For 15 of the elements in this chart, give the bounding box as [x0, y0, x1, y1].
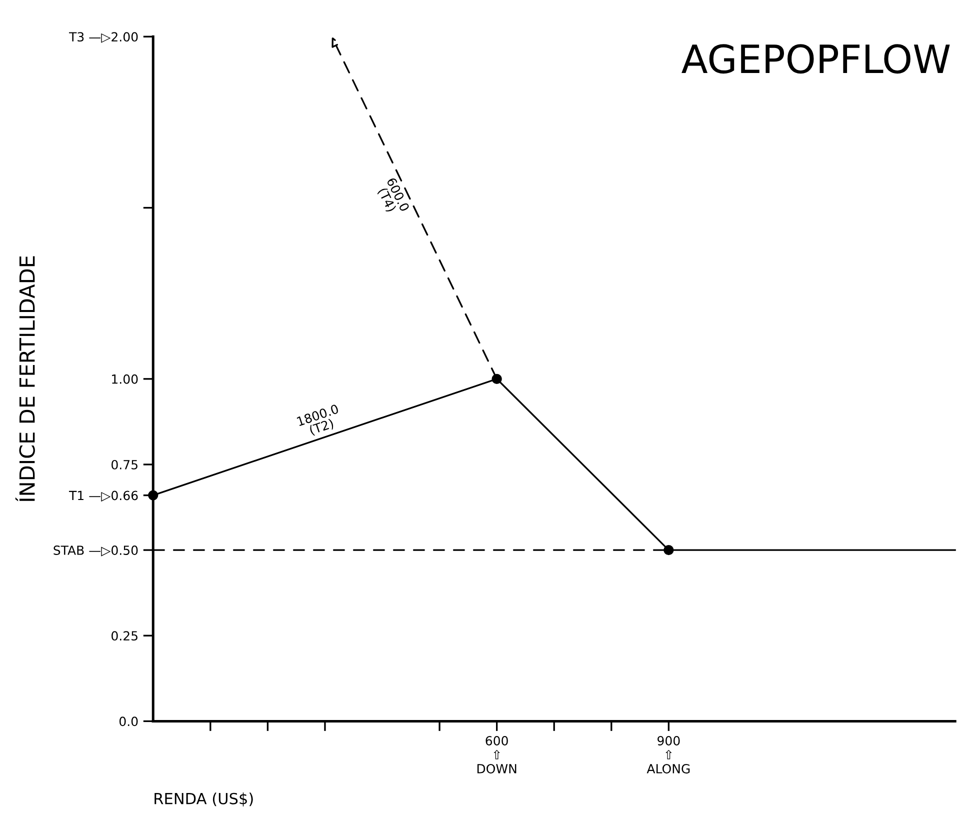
y-tick-label: 0.25	[112, 631, 138, 641]
point	[148, 490, 158, 500]
y-tick-label: 0.75	[112, 460, 138, 470]
x-axis-title: RENDA (US$)	[154, 792, 253, 806]
y-tick-label: STAB —▷0.50	[54, 546, 138, 556]
x-tick-label: 900 ⇧ ALONG	[646, 736, 690, 774]
chart-title: AGEPOPFLOW	[682, 44, 950, 74]
point	[664, 544, 674, 556]
y-tick-label: T3 —▷2.00	[68, 32, 138, 43]
y-tick-label: 1.00	[112, 374, 138, 384]
y-tick-label: 0.0	[119, 716, 138, 726]
y-tick-label: T1 —▷0.66	[68, 490, 138, 502]
x-tick-label: 600 ⇧ DOWN	[477, 736, 516, 774]
y-axis-title: ÍNDICE DE FERTILIDADE	[15, 256, 35, 502]
point	[492, 374, 502, 384]
